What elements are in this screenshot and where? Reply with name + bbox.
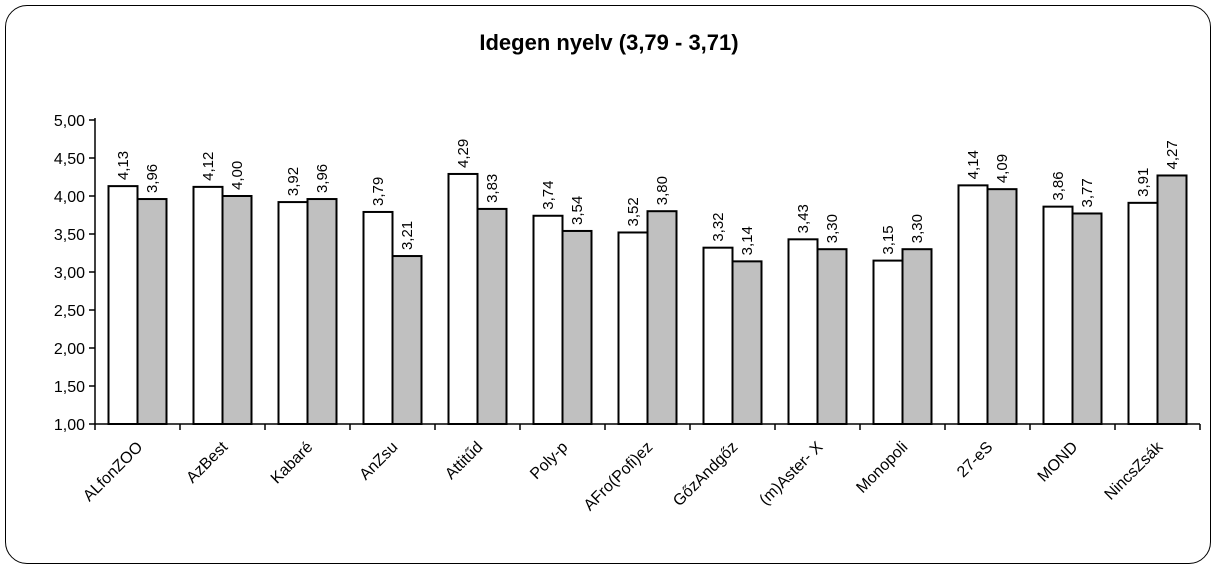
category-label: Attitűd bbox=[442, 439, 486, 483]
bar bbox=[476, 207, 508, 425]
bar bbox=[107, 185, 139, 425]
data-label: 4,29 bbox=[455, 139, 472, 168]
bar bbox=[532, 214, 564, 425]
bar bbox=[816, 248, 848, 425]
bar bbox=[192, 185, 224, 425]
category-label: (m)Aster- X bbox=[756, 439, 826, 509]
data-label: 3,30 bbox=[824, 214, 841, 243]
chart-title: Idegen nyelv (3,79 - 3,71) bbox=[479, 30, 739, 55]
bar bbox=[1071, 212, 1103, 425]
bar bbox=[221, 195, 253, 425]
data-label: 4,09 bbox=[994, 154, 1011, 183]
data-label: 3,21 bbox=[399, 221, 416, 250]
bar bbox=[702, 246, 734, 425]
data-label: 3,80 bbox=[654, 176, 671, 205]
data-label: 4,00 bbox=[229, 161, 246, 190]
bar bbox=[646, 210, 678, 425]
data-label: 3,14 bbox=[739, 226, 756, 255]
data-label: 3,43 bbox=[795, 204, 812, 233]
y-tick-label: 3,00 bbox=[54, 265, 85, 282]
category-label: Kabaré bbox=[268, 439, 317, 488]
y-tick-label: 1,00 bbox=[54, 417, 85, 434]
data-label: 3,96 bbox=[144, 164, 161, 193]
category-label: AFro(Pofi)ez bbox=[581, 439, 657, 515]
category-label: GőzAndgőz bbox=[670, 439, 741, 510]
data-label: 3,86 bbox=[1050, 171, 1067, 200]
bar bbox=[277, 201, 309, 425]
data-label: 3,32 bbox=[710, 212, 727, 241]
data-label: 3,83 bbox=[484, 174, 501, 203]
bar bbox=[1127, 201, 1159, 425]
y-tick-label: 1,50 bbox=[54, 379, 85, 396]
bar bbox=[362, 210, 394, 425]
data-label: 4,14 bbox=[965, 150, 982, 179]
bar bbox=[872, 259, 904, 425]
bar bbox=[731, 260, 763, 425]
data-label: 3,77 bbox=[1079, 178, 1096, 207]
y-tick-label: 4,00 bbox=[54, 189, 85, 206]
category-label: NincsZsák bbox=[1101, 438, 1167, 504]
category-label: Monopoli bbox=[853, 439, 911, 497]
data-label: 3,96 bbox=[314, 164, 331, 193]
data-label: 3,15 bbox=[880, 225, 897, 254]
y-tick-label: 5,00 bbox=[54, 113, 85, 130]
bar bbox=[136, 198, 168, 425]
bar bbox=[561, 229, 593, 425]
data-label: 4,12 bbox=[200, 152, 217, 181]
bar bbox=[617, 231, 649, 425]
data-label: 3,92 bbox=[285, 167, 302, 196]
category-label: Poly-p bbox=[527, 439, 571, 483]
data-label: 3,79 bbox=[370, 177, 387, 206]
data-label: 3,52 bbox=[625, 197, 642, 226]
data-label: 3,30 bbox=[909, 214, 926, 243]
bar bbox=[391, 255, 423, 426]
data-label: 3,74 bbox=[540, 181, 557, 210]
bar bbox=[306, 198, 338, 425]
category-label: AzBest bbox=[183, 438, 231, 486]
bar bbox=[986, 188, 1018, 425]
data-label: 3,54 bbox=[569, 196, 586, 225]
data-label: 4,27 bbox=[1164, 140, 1181, 169]
category-label: MOND bbox=[1035, 439, 1082, 486]
bar bbox=[1042, 205, 1074, 425]
category-label: ALfonZOO bbox=[80, 439, 146, 505]
bar bbox=[1156, 174, 1188, 425]
y-tick-label: 2,00 bbox=[54, 341, 85, 358]
bar bbox=[787, 238, 819, 425]
data-label: 3,91 bbox=[1135, 168, 1152, 197]
bar bbox=[901, 248, 933, 425]
y-tick-label: 3,50 bbox=[54, 227, 85, 244]
category-label: 27-eS bbox=[954, 439, 996, 481]
y-tick-label: 4,50 bbox=[54, 151, 85, 168]
category-label: AnZsu bbox=[357, 439, 402, 484]
y-tick-label: 2,50 bbox=[54, 303, 85, 320]
bar bbox=[447, 172, 479, 425]
data-label: 4,13 bbox=[115, 151, 132, 180]
bar bbox=[957, 184, 989, 425]
